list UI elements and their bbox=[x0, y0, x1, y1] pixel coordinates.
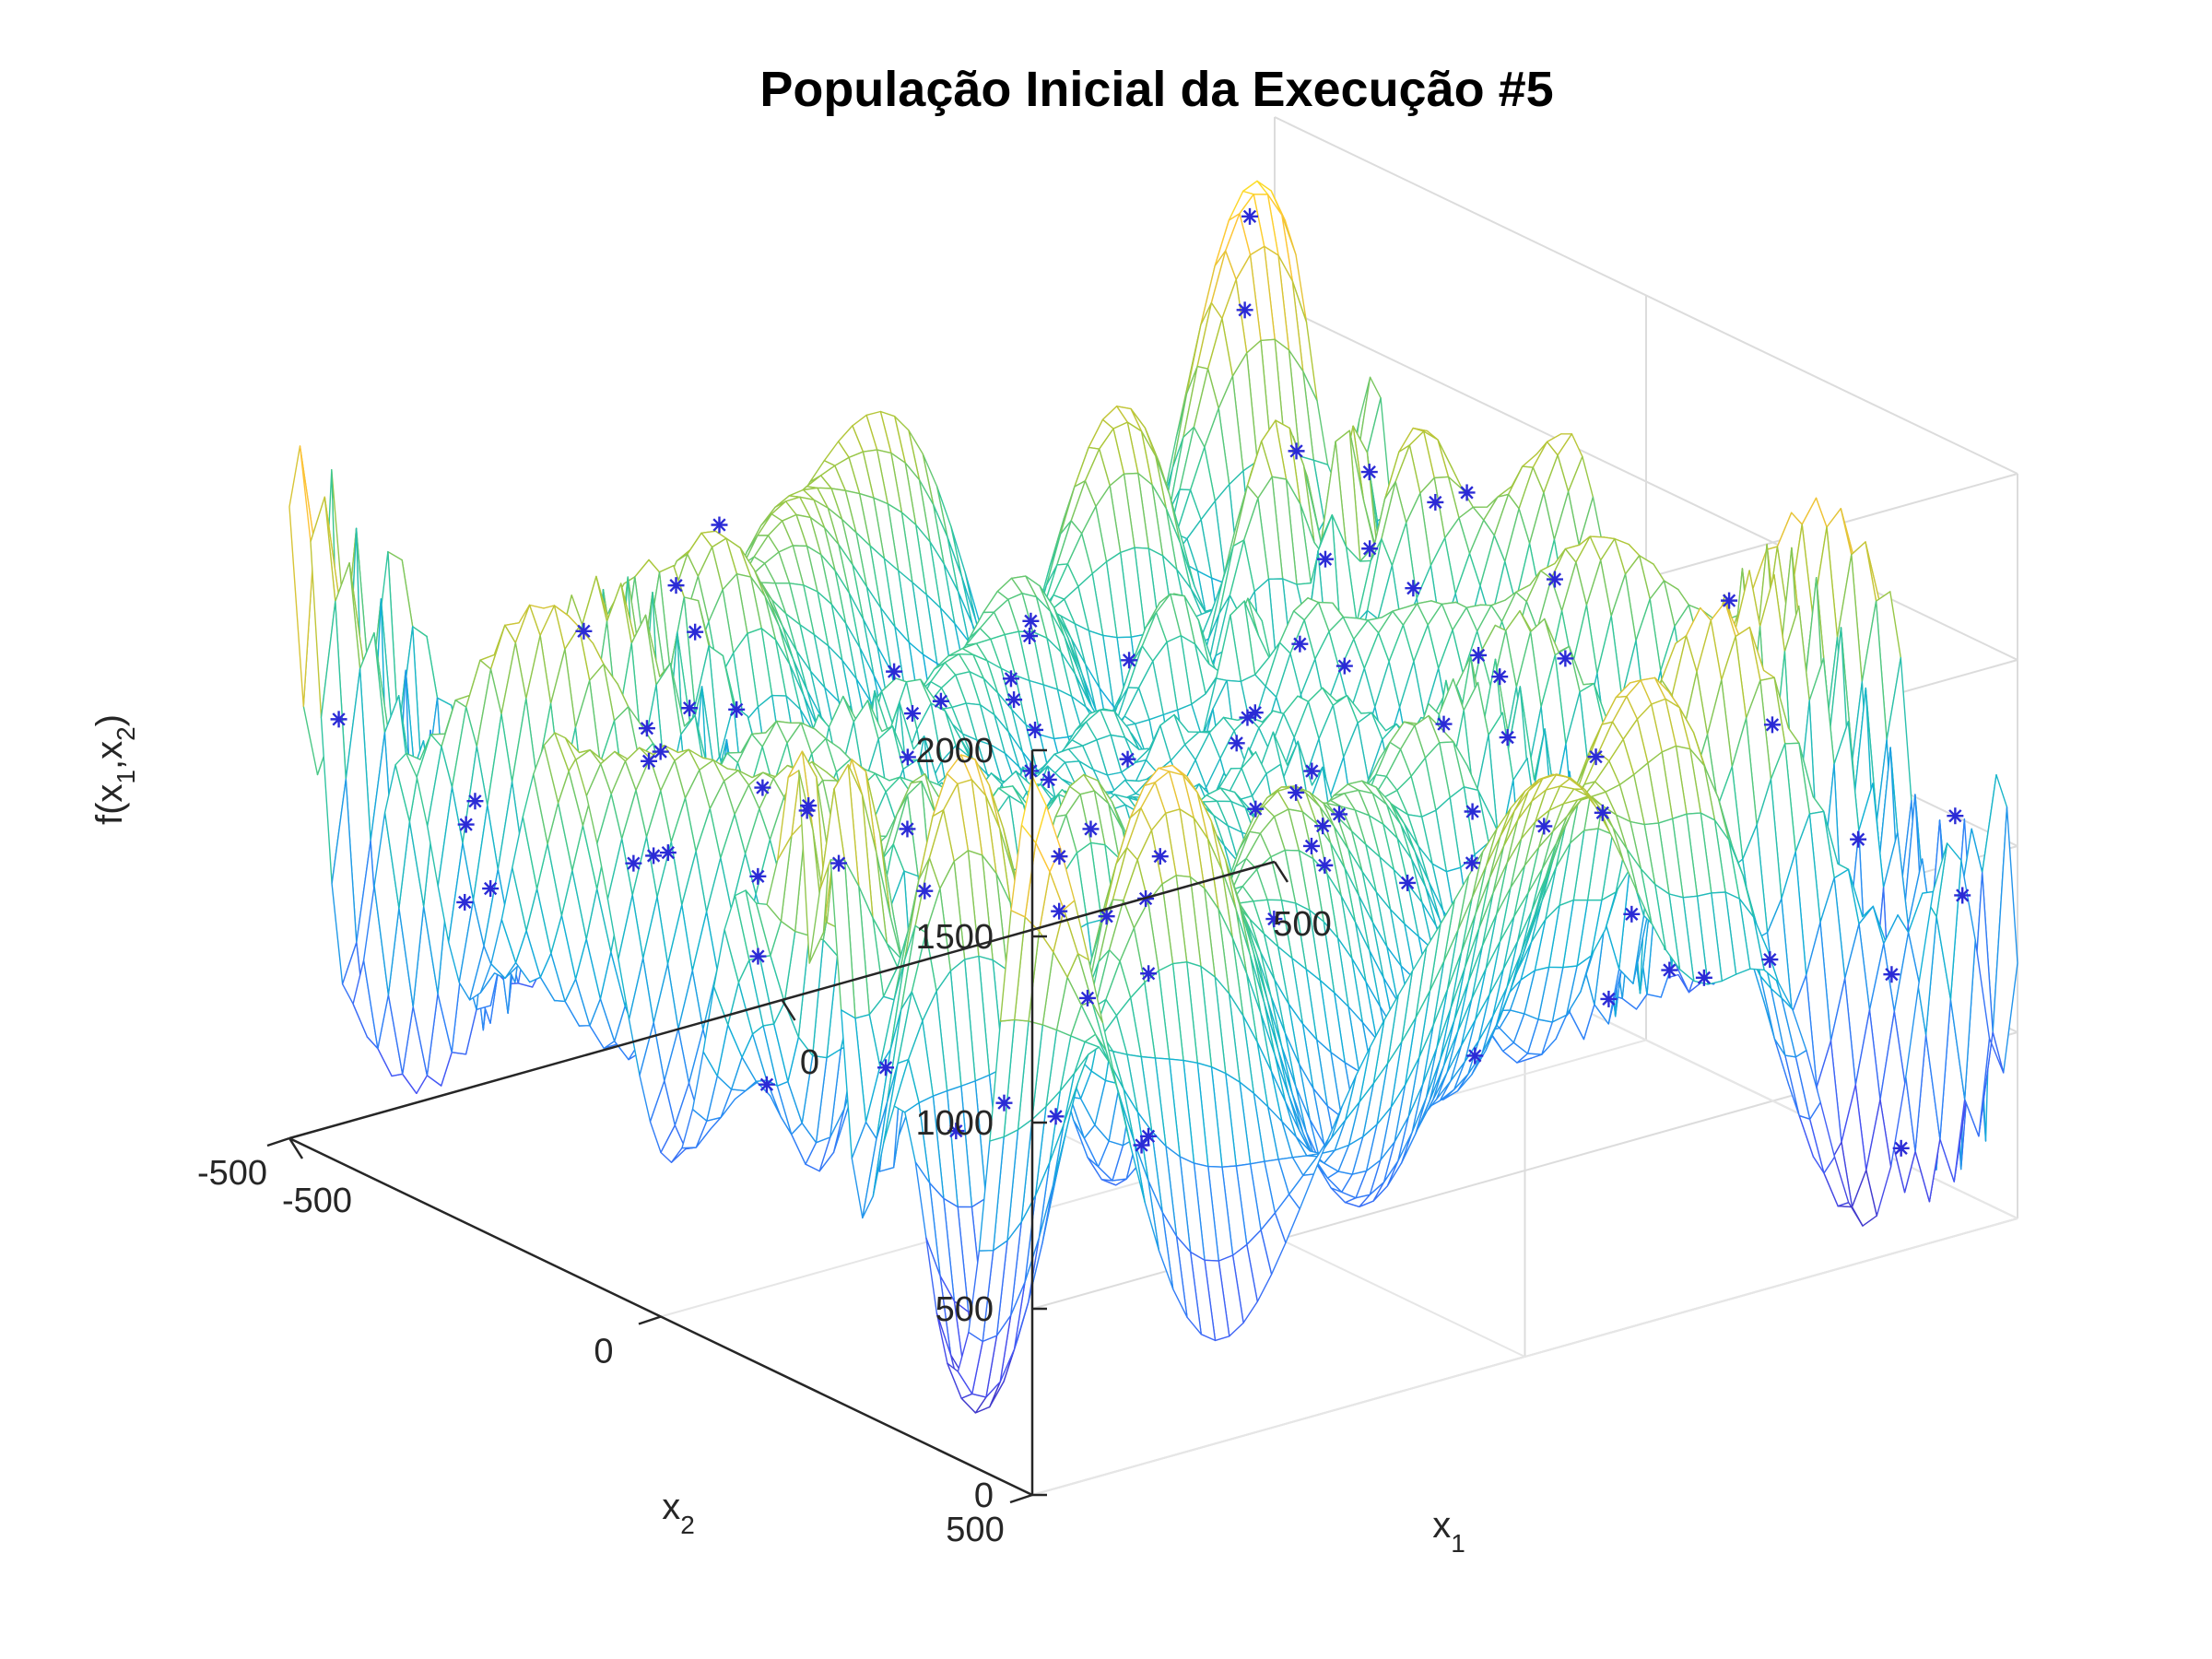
population-marker bbox=[330, 711, 347, 728]
population-marker bbox=[754, 779, 771, 796]
surface-mesh bbox=[288, 180, 2018, 1414]
grid-line bbox=[1274, 302, 2018, 661]
grid-line bbox=[1031, 1218, 2018, 1496]
population-marker bbox=[641, 752, 658, 770]
grid-line bbox=[1274, 116, 2018, 475]
population-marker bbox=[667, 577, 685, 594]
population-marker bbox=[932, 692, 949, 710]
